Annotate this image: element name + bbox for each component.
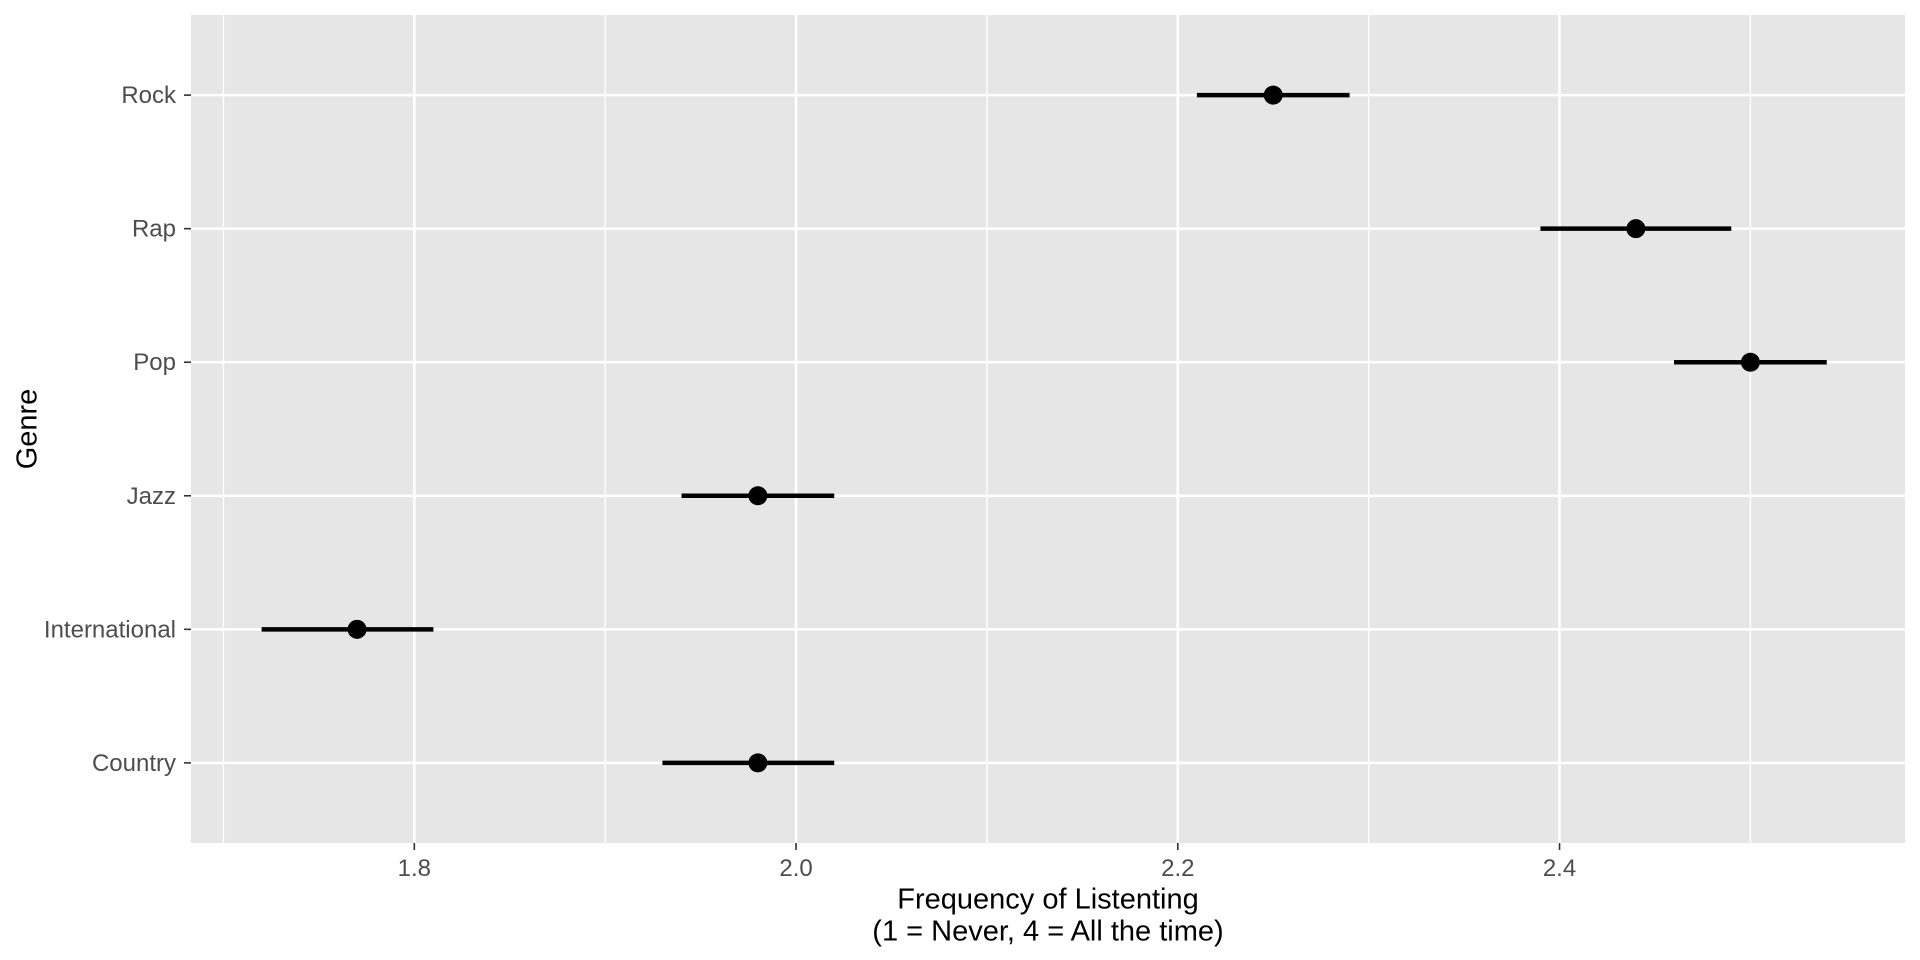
point-pop: [1740, 352, 1760, 372]
x-axis-title: Frequency of Listenting (1 = Never, 4 = …: [872, 883, 1224, 948]
x-axis-title-line1: Frequency of Listenting: [897, 883, 1199, 916]
y-axis-title: Genre: [11, 388, 44, 470]
y-category-label-rap: Rap: [132, 216, 176, 243]
point-rap: [1626, 219, 1646, 239]
y-category-label-country: Country: [92, 750, 176, 777]
plot-panel: [191, 15, 1905, 843]
y-category-label-pop: Pop: [133, 349, 176, 376]
point-country: [748, 753, 768, 773]
x-tick-label-2.4: 2.4: [1543, 855, 1576, 882]
x-tick-label-2: 2.0: [779, 855, 812, 882]
y-category-label-rock: Rock: [121, 82, 177, 109]
x-tick-label-1.8: 1.8: [398, 855, 431, 882]
x-axis-title-line2: (1 = Never, 4 = All the time): [872, 915, 1224, 947]
x-tick-label-2.2: 2.2: [1161, 855, 1194, 882]
point-international: [347, 619, 367, 639]
y-category-label-jazz: Jazz: [127, 483, 176, 510]
point-jazz: [748, 486, 768, 506]
point-rock: [1263, 85, 1283, 105]
y-category-label-international: International: [44, 616, 176, 643]
